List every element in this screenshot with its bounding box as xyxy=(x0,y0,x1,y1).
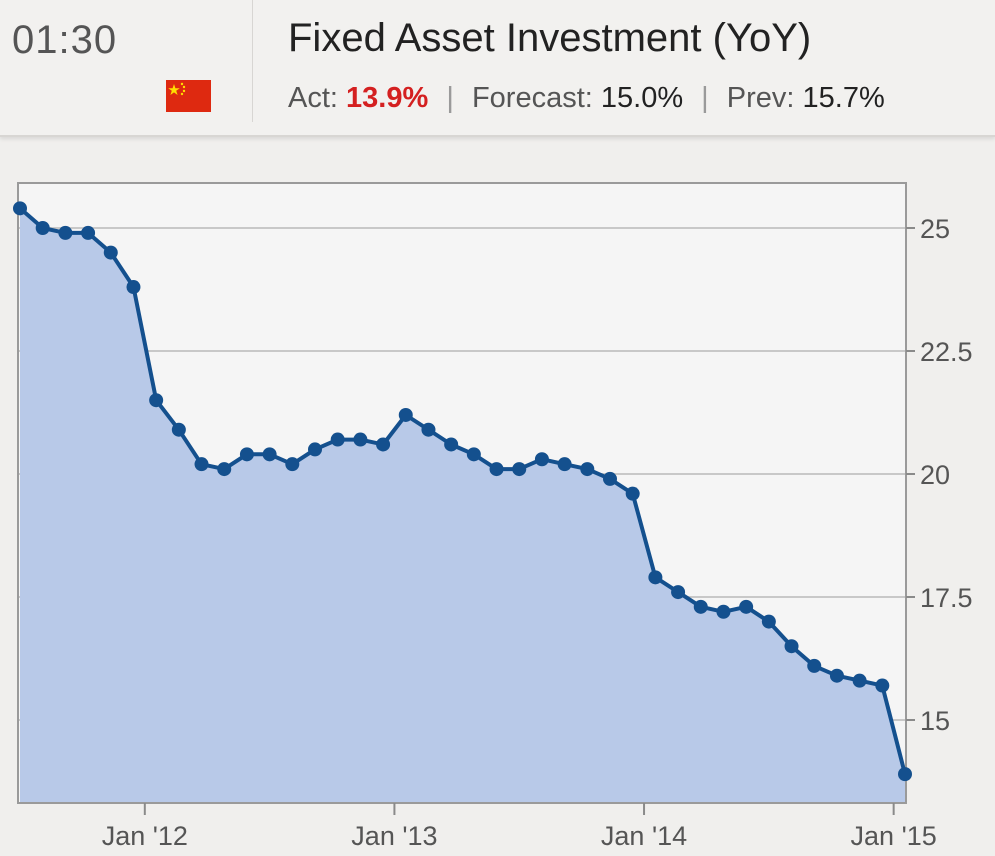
separator: | xyxy=(701,82,709,114)
data-point xyxy=(761,614,776,629)
x-tick-label: Jan '12 xyxy=(102,821,188,851)
data-point xyxy=(58,225,73,240)
forecast-value: 15.0% xyxy=(600,82,684,114)
data-point xyxy=(580,462,595,477)
data-point xyxy=(353,432,368,447)
x-tick-label: Jan '14 xyxy=(601,821,687,851)
series-line xyxy=(18,206,907,775)
separator: | xyxy=(446,82,454,114)
x-axis-ticks: Jan '12 Jan '13 Jan '14 Jan '15 xyxy=(102,803,937,851)
china-flag-icon xyxy=(166,80,211,112)
data-point xyxy=(829,668,844,683)
data-point xyxy=(262,447,277,462)
data-point xyxy=(217,462,232,477)
data-point xyxy=(739,599,754,614)
indicator-stats: Act: 13.9% | Forecast: 15.0% | Prev: 15.… xyxy=(288,82,885,115)
data-point xyxy=(534,452,549,467)
data-point xyxy=(716,604,731,619)
data-point xyxy=(35,221,50,235)
data-point xyxy=(898,767,912,782)
data-point xyxy=(852,673,867,688)
y-tick-label: 25 xyxy=(920,214,950,244)
data-point xyxy=(625,486,640,501)
data-point xyxy=(807,658,822,673)
release-time: 01:30 xyxy=(12,18,118,62)
y-axis-ticks: 15 17.5 20 22.5 25 xyxy=(906,214,973,736)
forecast-label: Forecast: xyxy=(471,82,593,114)
data-point xyxy=(603,471,617,486)
actual-label: Act: xyxy=(288,82,338,114)
area-fill xyxy=(20,208,905,803)
actual-value: 13.9% xyxy=(346,82,429,114)
data-point xyxy=(466,447,481,462)
data-point xyxy=(126,280,141,295)
data-point xyxy=(693,599,708,614)
data-point xyxy=(557,457,572,472)
data-point xyxy=(648,570,663,585)
data-point xyxy=(512,462,527,477)
data-point xyxy=(398,407,413,422)
data-point xyxy=(421,422,436,437)
y-tick-label: 20 xyxy=(920,460,950,490)
data-point xyxy=(149,393,164,408)
data-point xyxy=(671,585,686,600)
x-tick-label: Jan '15 xyxy=(851,821,937,851)
data-point xyxy=(308,442,322,457)
y-tick-label: 17.5 xyxy=(920,583,973,613)
header-divider xyxy=(252,0,253,122)
x-tick-label: Jan '13 xyxy=(351,821,437,851)
data-point xyxy=(239,447,254,462)
data-point xyxy=(103,245,118,260)
y-tick-label: 15 xyxy=(920,706,950,736)
previous-label: Prev: xyxy=(726,82,795,114)
data-point xyxy=(489,462,504,477)
data-point xyxy=(444,437,459,452)
data-point xyxy=(13,201,27,216)
data-point xyxy=(875,678,890,693)
y-tick-label: 22.5 xyxy=(920,337,973,367)
data-point xyxy=(330,432,345,447)
data-point xyxy=(194,457,209,472)
data-point xyxy=(81,225,96,240)
data-point xyxy=(784,639,799,654)
previous-value: 15.7% xyxy=(802,82,885,114)
data-point xyxy=(171,422,186,437)
event-header: 01:30 Fixed Asset Investment (YoY) Act: … xyxy=(0,0,995,137)
data-points xyxy=(13,201,912,782)
data-point xyxy=(285,457,300,472)
indicator-title: Fixed Asset Investment (YoY) xyxy=(288,16,812,60)
data-point xyxy=(376,437,391,452)
